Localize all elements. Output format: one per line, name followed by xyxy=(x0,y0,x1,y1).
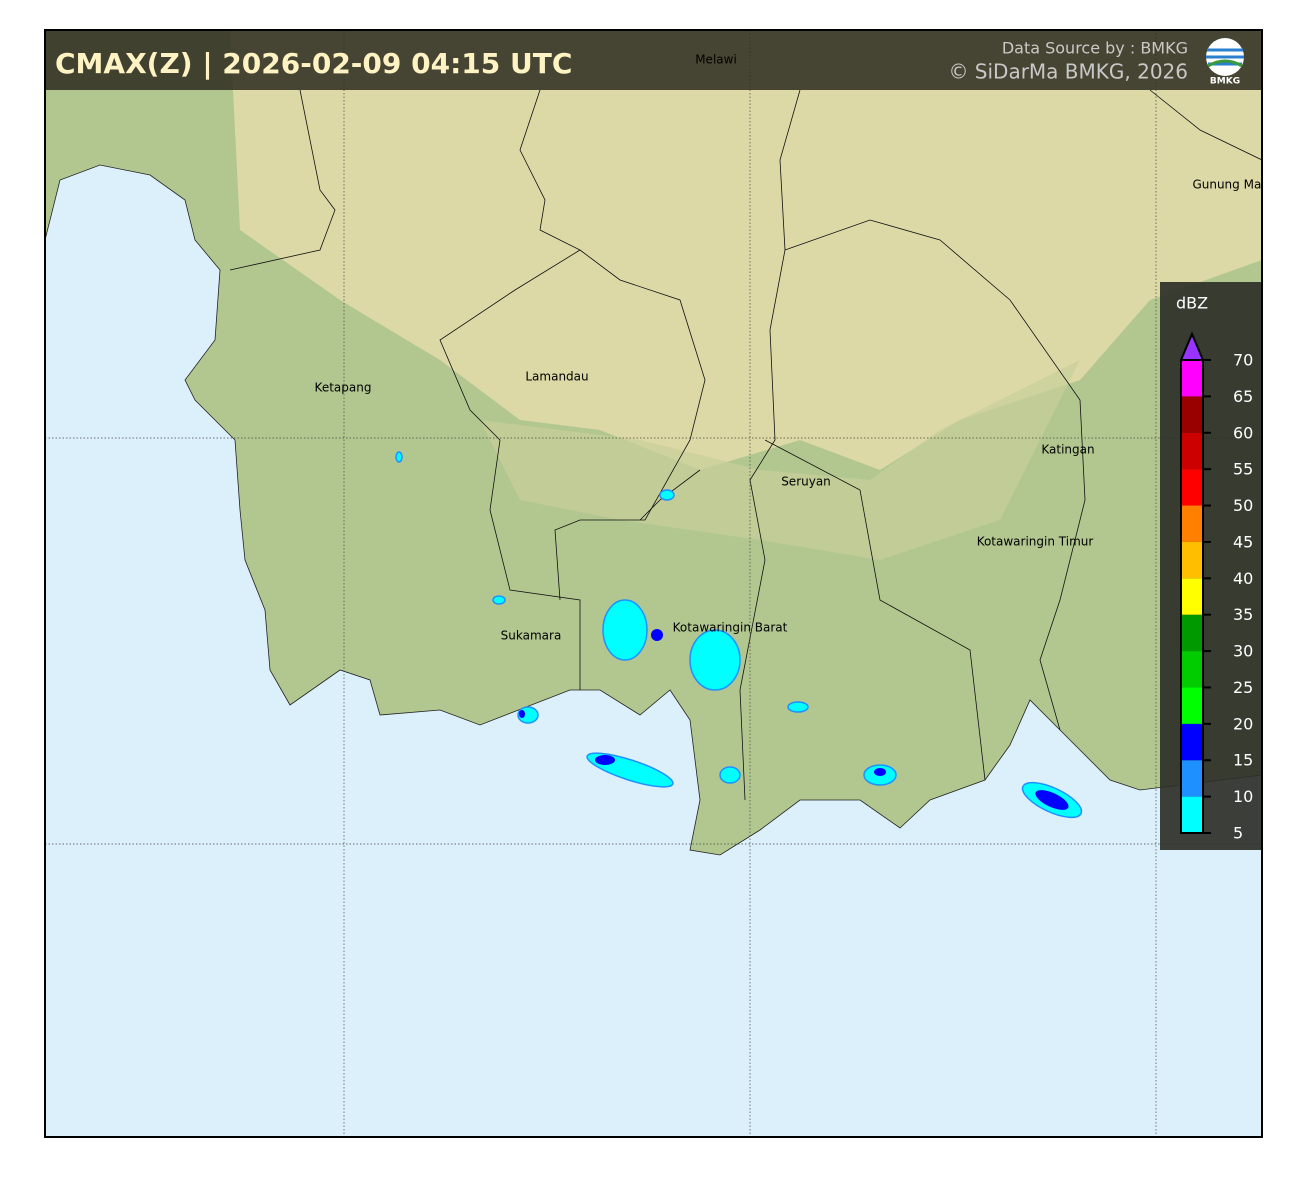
region-label: Kotawaringin Barat xyxy=(673,621,788,635)
legend-swatch xyxy=(1181,687,1203,724)
region-label: Sukamara xyxy=(501,629,562,643)
legend-swatch xyxy=(1181,469,1203,506)
title: CMAX(Z) | 2026-02-09 04:15 UTC xyxy=(55,47,572,80)
logo-text: BMKG xyxy=(1210,77,1240,87)
legend-tick-label: 25 xyxy=(1233,678,1253,697)
legend-swatch xyxy=(1181,505,1203,542)
copyright: © SiDarMa BMKG, 2026 xyxy=(948,60,1188,84)
boundaries xyxy=(229,89,1262,801)
legend-swatch xyxy=(1181,651,1203,688)
legend-swatch xyxy=(1181,723,1203,761)
legend-swatch xyxy=(1181,578,1203,615)
legend-tick-label: 40 xyxy=(1233,569,1253,588)
legend-tick-label: 45 xyxy=(1233,532,1253,551)
header-bar xyxy=(45,30,1262,90)
legend-tick-label: 65 xyxy=(1233,387,1253,406)
legend-tick-label: 30 xyxy=(1233,642,1253,661)
map-area: Melawi Gunung Mas Ketapang Lamandau Katingan… xyxy=(45,30,1267,1137)
region-label: Lamandau xyxy=(525,370,588,384)
logo: BMKG xyxy=(1206,38,1244,87)
highland xyxy=(230,30,1262,470)
region-label: Gunung Mas xyxy=(1192,178,1267,192)
legend-tick-label: 15 xyxy=(1233,751,1253,770)
legend-outline xyxy=(1180,359,1204,834)
region-label: Ketapang xyxy=(315,381,372,395)
legend-tick-label: 60 xyxy=(1233,423,1253,442)
legend-tick-label: 70 xyxy=(1233,351,1253,370)
legend-tick-label: 55 xyxy=(1233,460,1253,479)
data-source: Data Source by : BMKG xyxy=(1002,39,1188,58)
legend-title: dBZ xyxy=(1176,294,1208,313)
legend-swatch xyxy=(1181,360,1203,397)
radar-cores xyxy=(519,629,1069,810)
region-label: Seruyan xyxy=(781,475,831,489)
legend-tick-label: 35 xyxy=(1233,605,1253,624)
legend-swatch xyxy=(1181,760,1203,797)
legend-tick-label: 20 xyxy=(1233,714,1253,733)
legend-tick-label: 5 xyxy=(1233,824,1243,843)
legend-swatch xyxy=(1181,796,1203,833)
legend-tick-label: 50 xyxy=(1233,496,1253,515)
legend-tick-label: 10 xyxy=(1233,787,1253,806)
legend-swatch xyxy=(1181,541,1203,579)
region-label: Kotawaringin Timur xyxy=(977,535,1094,549)
highland xyxy=(480,360,1080,560)
legend-panel xyxy=(1160,282,1262,850)
map-frame xyxy=(44,29,1263,1138)
graticule xyxy=(45,30,1262,1137)
legend-swatch xyxy=(1181,396,1203,433)
legend-swatch xyxy=(1181,432,1203,470)
region-label: Katingan xyxy=(1041,443,1094,457)
legend-swatch xyxy=(1181,614,1203,652)
region-label: Melawi xyxy=(695,53,737,67)
